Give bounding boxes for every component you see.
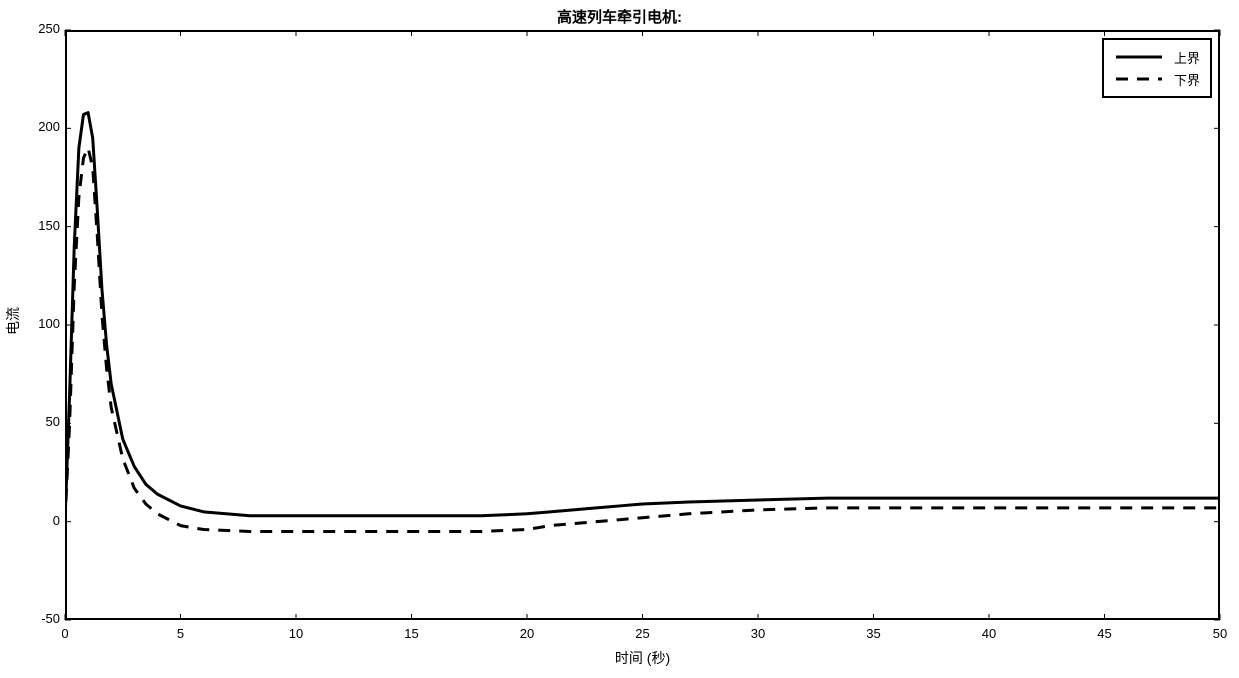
x-tick-label: 0	[40, 626, 90, 641]
y-tick-label: 200	[15, 119, 60, 134]
x-axis-label: 时间 (秒)	[65, 648, 1220, 668]
legend: 上界下界	[1102, 38, 1212, 98]
series-line	[65, 113, 1220, 522]
x-tick-label: 40	[964, 626, 1014, 641]
y-tick-label: 100	[15, 316, 60, 331]
x-tick-label: 30	[733, 626, 783, 641]
legend-row: 下界	[1114, 68, 1200, 90]
legend-sample	[1114, 69, 1164, 89]
y-tick-label: 50	[15, 414, 60, 429]
x-tick-label: 5	[156, 626, 206, 641]
x-tick-label: 10	[271, 626, 321, 641]
x-tick-label: 45	[1080, 626, 1130, 641]
y-tick-label: 150	[15, 218, 60, 233]
y-tick-label: 0	[15, 513, 60, 528]
x-tick-label: 20	[502, 626, 552, 641]
x-tick-label: 15	[387, 626, 437, 641]
x-tick-label: 25	[618, 626, 668, 641]
series-line	[65, 148, 1220, 532]
legend-row: 上界	[1114, 46, 1200, 68]
legend-sample	[1114, 47, 1164, 67]
y-tick-label: -50	[15, 611, 60, 626]
legend-label: 下界	[1174, 70, 1200, 89]
chart-svg	[0, 0, 1239, 678]
y-tick-label: 250	[15, 21, 60, 36]
figure: 高速列车牵引电机: 电流 时间 (秒) 上界下界 051015202530354…	[0, 0, 1239, 678]
legend-label: 上界	[1174, 48, 1200, 67]
x-tick-label: 50	[1195, 626, 1239, 641]
x-tick-label: 35	[849, 626, 899, 641]
